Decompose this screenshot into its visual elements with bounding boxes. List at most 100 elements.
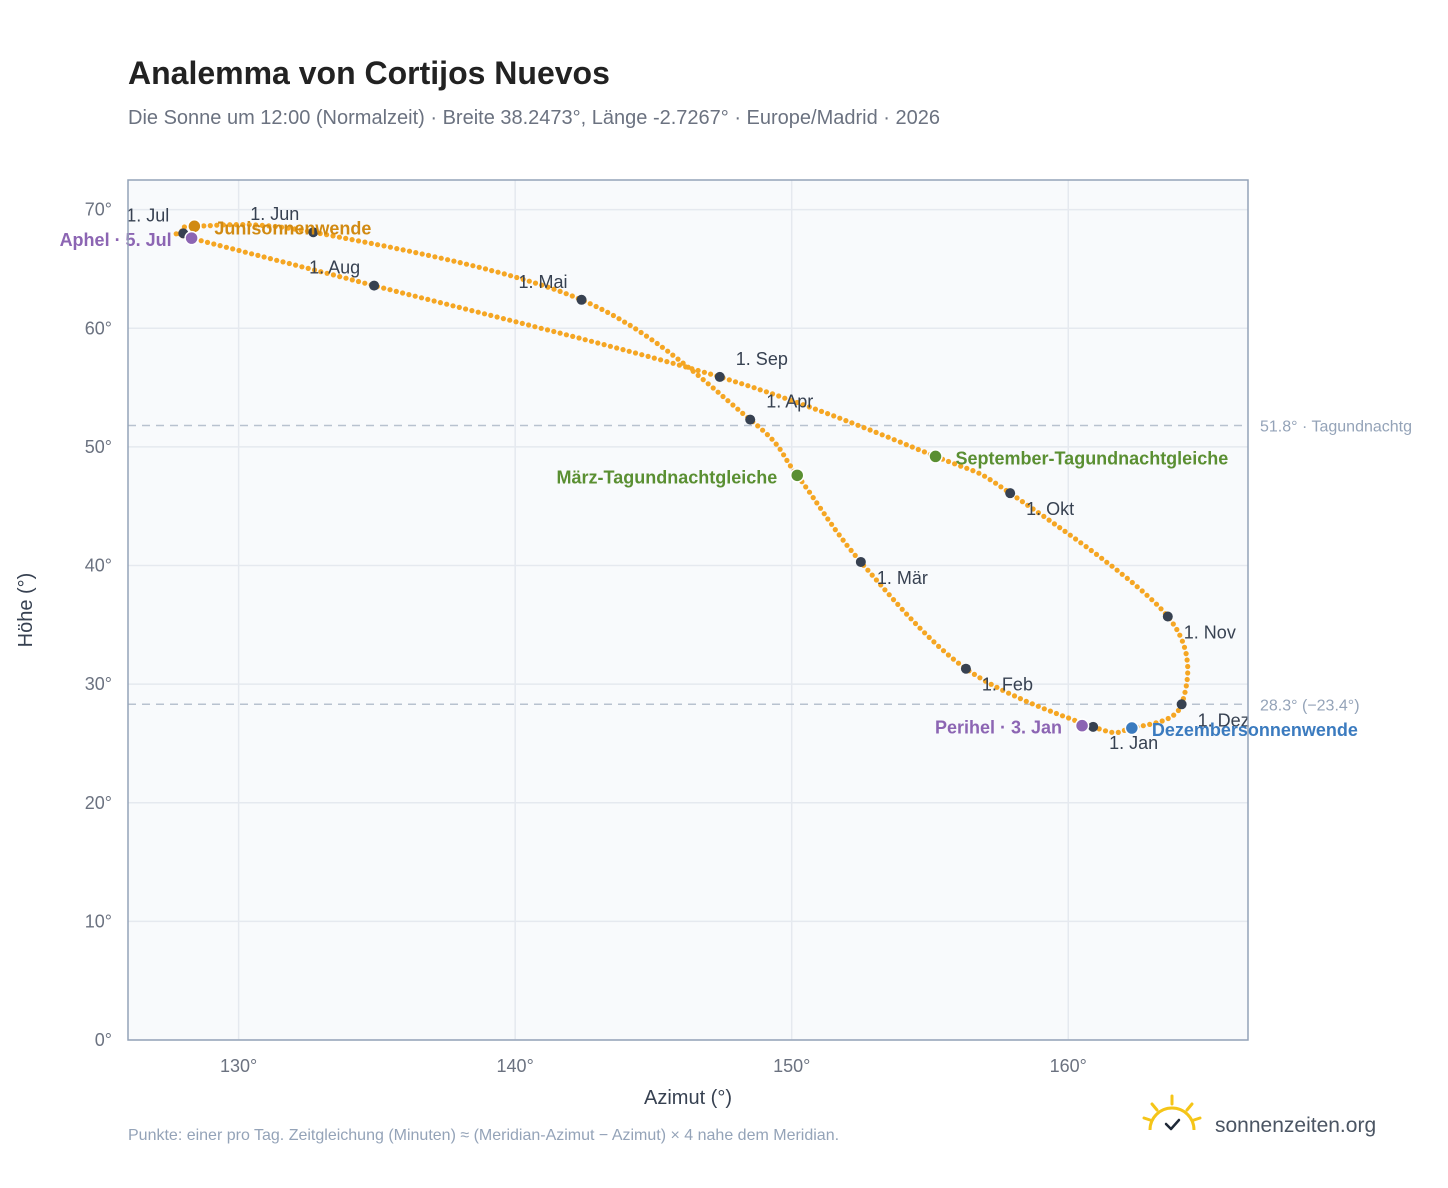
daily-sun-point bbox=[173, 231, 179, 237]
daily-sun-point bbox=[400, 247, 406, 253]
daily-sun-point bbox=[1174, 626, 1180, 633]
daily-sun-point bbox=[908, 616, 914, 622]
daily-sun-point bbox=[670, 360, 676, 366]
event-marker-dot bbox=[928, 449, 943, 464]
daily-sun-point bbox=[654, 340, 660, 347]
daily-sun-point bbox=[836, 532, 842, 538]
daily-sun-point bbox=[1134, 584, 1140, 590]
daily-sun-point bbox=[895, 601, 901, 608]
daily-sun-point bbox=[848, 547, 854, 554]
plot-area bbox=[128, 180, 1248, 1040]
daily-sun-point bbox=[1158, 606, 1164, 612]
daily-sun-point bbox=[387, 287, 393, 293]
daily-sun-point bbox=[1153, 720, 1159, 726]
daily-sun-point bbox=[261, 254, 267, 260]
daily-sun-point bbox=[1185, 663, 1191, 670]
y-tick-label: 50° bbox=[85, 437, 112, 457]
month-marker-dot bbox=[855, 556, 866, 567]
daily-sun-point bbox=[1104, 559, 1110, 565]
daily-sun-point bbox=[394, 246, 400, 252]
daily-sun-point bbox=[1149, 597, 1155, 603]
x-axis-title: Azimut (°) bbox=[644, 1087, 732, 1109]
daily-sun-point bbox=[739, 381, 745, 387]
daily-sun-point bbox=[971, 671, 978, 678]
daily-sun-point bbox=[1183, 651, 1189, 657]
daily-sun-point bbox=[764, 432, 771, 438]
event-marker-dot bbox=[1124, 720, 1140, 736]
daily-sun-point bbox=[508, 273, 514, 279]
daily-sun-point bbox=[545, 284, 551, 290]
x-tick-label: 150° bbox=[773, 1056, 810, 1076]
daily-sun-point bbox=[337, 274, 343, 280]
month-marker-label: 1. Jun bbox=[250, 204, 299, 224]
daily-sun-point bbox=[526, 278, 532, 284]
daily-sun-point bbox=[675, 356, 681, 362]
chart-subtitle: Die Sonne um 12:00 (Normalzeit) · Breite… bbox=[128, 107, 940, 129]
daily-sun-point bbox=[1184, 676, 1190, 683]
daily-sun-point bbox=[1017, 696, 1024, 702]
daily-sun-point bbox=[1046, 517, 1052, 523]
daily-sun-point bbox=[343, 235, 349, 241]
daily-sun-point bbox=[438, 255, 444, 261]
daily-sun-point bbox=[867, 427, 873, 433]
daily-sun-point bbox=[318, 269, 324, 275]
daily-sun-point bbox=[705, 381, 711, 387]
daily-sun-point bbox=[776, 393, 782, 399]
daily-sun-point bbox=[305, 265, 311, 271]
daily-sun-point bbox=[622, 319, 628, 325]
daily-sun-point bbox=[526, 322, 532, 328]
daily-sun-point bbox=[825, 516, 831, 522]
y-tick-label: 70° bbox=[85, 200, 112, 220]
daily-sun-point bbox=[757, 387, 763, 393]
daily-sun-point bbox=[915, 446, 921, 453]
daily-sun-point bbox=[500, 316, 506, 322]
daily-sun-point bbox=[456, 304, 462, 310]
event-marker-label: Junisonnenwende bbox=[214, 218, 371, 238]
daily-sun-point bbox=[1165, 715, 1171, 722]
daily-sun-point bbox=[1170, 621, 1176, 627]
daily-sun-point bbox=[940, 648, 947, 654]
daily-sun-point bbox=[214, 222, 220, 228]
daily-sun-point bbox=[1072, 717, 1078, 723]
event-marker-label: September-Tagundnachtgleiche bbox=[956, 448, 1229, 468]
month-marker-label: 1. Feb bbox=[982, 675, 1033, 695]
daily-sun-point bbox=[230, 246, 236, 252]
daily-sun-point bbox=[1078, 540, 1084, 546]
daily-sun-point bbox=[763, 389, 770, 395]
daily-sun-point bbox=[1159, 718, 1165, 724]
daily-sun-point bbox=[1181, 644, 1188, 650]
daily-sun-point bbox=[1185, 670, 1191, 676]
daily-sun-point bbox=[1006, 690, 1012, 696]
daily-sun-point bbox=[481, 311, 488, 317]
daily-sun-point bbox=[588, 338, 595, 344]
daily-sun-point bbox=[1083, 544, 1089, 550]
daily-sun-point bbox=[1093, 551, 1100, 558]
month-marker-dot bbox=[960, 663, 971, 674]
daily-sun-point bbox=[818, 408, 825, 414]
daily-sun-point bbox=[899, 606, 905, 612]
daily-sun-point bbox=[852, 552, 858, 559]
daily-sun-point bbox=[879, 432, 885, 438]
daily-sun-point bbox=[800, 402, 806, 408]
daily-sun-point bbox=[259, 222, 265, 228]
daily-sun-point bbox=[587, 301, 593, 307]
daily-sun-point bbox=[605, 309, 611, 315]
y-tick-label: 40° bbox=[85, 556, 112, 576]
daily-sun-point bbox=[1179, 638, 1185, 644]
daily-sun-point bbox=[355, 278, 362, 285]
daily-sun-point bbox=[781, 452, 787, 458]
footnote: Punkte: einer pro Tag. Zeitgleichung (Mi… bbox=[128, 1127, 839, 1144]
daily-sun-point bbox=[812, 406, 819, 412]
axis-ticks: 130° 140° 150° 160° 0° 10° 20° 30° 40° 50° 60° 70° bbox=[85, 200, 1087, 1076]
chart-title: Analemma von Cortijos Nuevos bbox=[128, 55, 610, 91]
daily-sun-point bbox=[614, 345, 620, 351]
daily-sun-point bbox=[633, 326, 639, 332]
daily-sun-point bbox=[831, 413, 837, 419]
daily-sun-point bbox=[425, 296, 431, 302]
daily-sun-point bbox=[904, 611, 910, 617]
daily-sun-point bbox=[476, 264, 482, 270]
daily-sun-point bbox=[355, 238, 362, 244]
daily-sun-point bbox=[829, 521, 835, 527]
daily-sun-point bbox=[755, 423, 761, 429]
daily-sun-point bbox=[514, 274, 520, 281]
